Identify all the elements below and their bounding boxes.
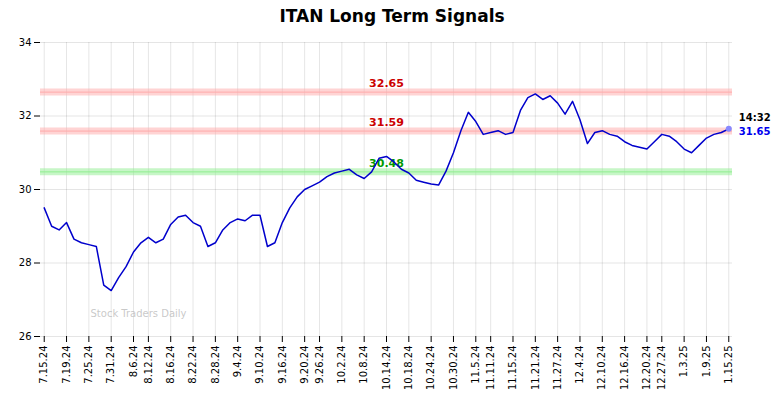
svg-text:8.16.24: 8.16.24 xyxy=(165,346,176,384)
svg-text:11.21.24: 11.21.24 xyxy=(530,346,541,391)
svg-text:10.18.24: 10.18.24 xyxy=(403,346,414,391)
svg-text:8.6.24: 8.6.24 xyxy=(128,346,139,378)
svg-text:31.59: 31.59 xyxy=(369,116,404,129)
svg-text:7.31.24: 7.31.24 xyxy=(105,346,116,384)
svg-text:8.12.24: 8.12.24 xyxy=(143,346,154,384)
svg-text:28: 28 xyxy=(19,257,32,268)
svg-text:9.16.24: 9.16.24 xyxy=(277,346,288,384)
svg-text:10.2.24: 10.2.24 xyxy=(336,346,347,384)
svg-text:10.24.24: 10.24.24 xyxy=(425,346,436,391)
svg-text:9.10.24: 9.10.24 xyxy=(254,346,265,384)
svg-text:12.16.24: 12.16.24 xyxy=(619,346,630,391)
svg-text:30: 30 xyxy=(19,184,32,195)
html-text:ITAN Long Term Signals: ITAN Long Term Signals xyxy=(279,6,505,26)
svg-text:11.5.24: 11.5.24 xyxy=(470,346,481,384)
svg-text:7.25.24: 7.25.24 xyxy=(83,346,94,384)
svg-text:10.8.24: 10.8.24 xyxy=(358,346,369,384)
svg-text:7.19.24: 7.19.24 xyxy=(61,346,72,384)
svg-text:11.11.24: 11.11.24 xyxy=(485,346,496,391)
svg-text:9.4.24: 9.4.24 xyxy=(232,346,243,378)
svg-text:32: 32 xyxy=(19,110,32,121)
svg-text:9.26.24: 9.26.24 xyxy=(314,346,325,384)
svg-text:7.15.24: 7.15.24 xyxy=(38,346,49,384)
svg-text:1.9.25: 1.9.25 xyxy=(701,346,712,378)
svg-text:30.48: 30.48 xyxy=(369,156,404,170)
svg-text:8.22.24: 8.22.24 xyxy=(187,346,198,384)
svg-text:12.10.24: 12.10.24 xyxy=(596,346,607,391)
svg-text:10.30.24: 10.30.24 xyxy=(448,346,459,391)
svg-text:12.20.24: 12.20.24 xyxy=(641,346,652,391)
svg-text:11.15.24: 11.15.24 xyxy=(507,346,518,391)
svg-text:32.65: 32.65 xyxy=(369,77,404,90)
svg-text:9.20.24: 9.20.24 xyxy=(299,346,310,384)
svg-text:31.65: 31.65 xyxy=(739,126,771,137)
svg-text:12.4.24: 12.4.24 xyxy=(574,346,585,384)
svg-text:1.15.25: 1.15.25 xyxy=(723,346,734,384)
svg-text:11.27.24: 11.27.24 xyxy=(552,346,563,391)
svg-text:34: 34 xyxy=(19,37,32,48)
svg-text:Stock Traders Daily: Stock Traders Daily xyxy=(91,308,187,319)
svg-text:12.27.24: 12.27.24 xyxy=(656,346,667,391)
svg-text:8.28.24: 8.28.24 xyxy=(210,346,221,384)
svg-text:10.14.24: 10.14.24 xyxy=(381,346,392,391)
svg-text:14:32: 14:32 xyxy=(739,112,771,123)
svg-text:1.3.25: 1.3.25 xyxy=(678,346,689,378)
svg-text:26: 26 xyxy=(19,331,32,342)
